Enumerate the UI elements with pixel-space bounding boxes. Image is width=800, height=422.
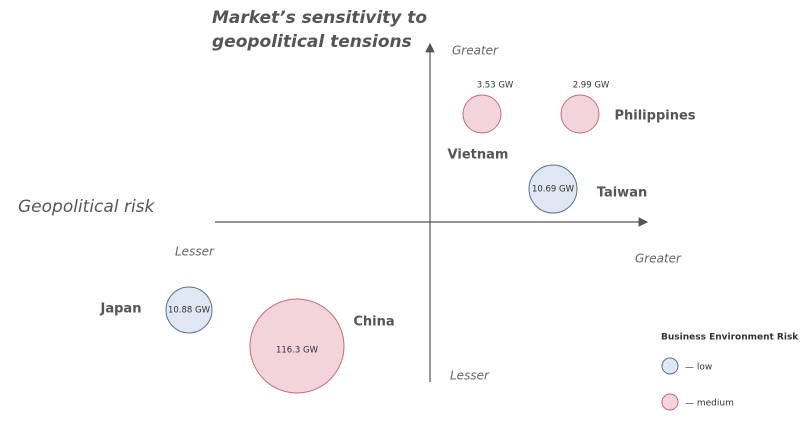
bubble-capacity: 116.3 GW (276, 346, 319, 356)
bubble-capacity: 10.88 GW (168, 306, 211, 316)
x-low: Lesser (175, 245, 215, 259)
y-low: Lesser (450, 369, 490, 383)
y-high: Greater (452, 44, 499, 58)
legend-label: — low (685, 363, 712, 373)
title: geopolitical tensions (212, 32, 412, 52)
bubble-capacity: 3.53 GW (477, 81, 514, 91)
bubble-name: Japan (100, 302, 142, 317)
legend-swatch (661, 393, 679, 411)
legend-label: — medium (685, 399, 734, 409)
legend-title: Business Environment Risk (661, 333, 799, 343)
x-axis-label: Geopolitical risk (18, 197, 156, 217)
bubble-name: Taiwan (597, 186, 647, 201)
bubble (528, 164, 578, 214)
bubble (249, 298, 345, 394)
bubble (462, 94, 502, 134)
bubble-capacity: 2.99 GW (573, 81, 610, 91)
bubble-name: Vietnam (448, 148, 509, 163)
bubble-capacity: 10.69 GW (532, 185, 575, 195)
bubble-name: China (353, 315, 394, 330)
bubble (560, 94, 600, 134)
title: Market’s sensitivity to (212, 8, 427, 28)
bubble-name: Philippines (614, 109, 695, 124)
bubble (165, 286, 213, 334)
x-high: Greater (635, 252, 682, 266)
legend-swatch (661, 357, 679, 375)
